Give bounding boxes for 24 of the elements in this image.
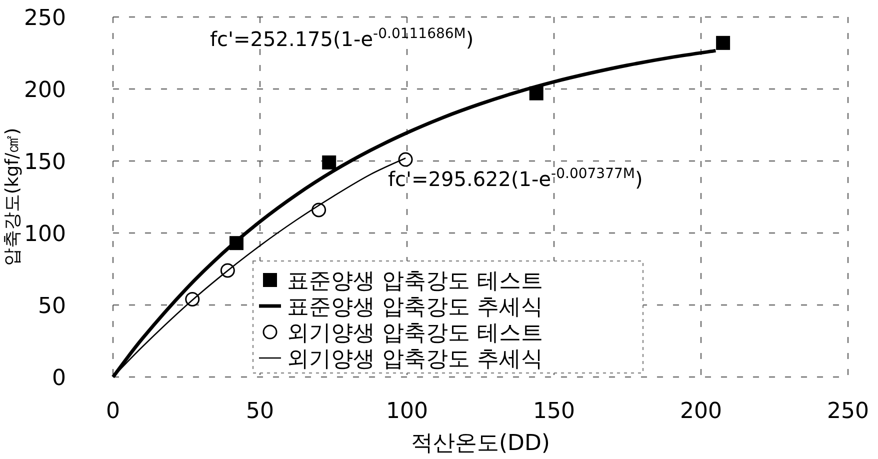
x-tick-label: 100 bbox=[386, 399, 428, 424]
x-tick-label: 150 bbox=[533, 399, 575, 424]
x-axis-title: 적산온도(DD) bbox=[410, 431, 550, 456]
y-tick-label: 0 bbox=[52, 366, 66, 391]
legend-label: 표준양생 압축강도 테스트 bbox=[287, 269, 543, 294]
annotation: fc'=252.175(1-e$^{-0.0111686M}$) bbox=[210, 26, 474, 51]
point bbox=[312, 202, 326, 218]
point bbox=[322, 155, 336, 170]
legend-label: 표준양생 압축강도 추세식 bbox=[287, 295, 543, 320]
legend-label: 외기양생 압축강도 추세식 bbox=[287, 347, 543, 372]
point bbox=[716, 36, 730, 50]
annotation: fc'=295.622(1-e$^{-0.007377M}$) bbox=[388, 166, 643, 191]
point bbox=[398, 152, 413, 167]
y-axis-title: 압축강도(kgf/㎠) bbox=[2, 128, 23, 266]
y-tick-label: 50 bbox=[38, 294, 66, 319]
y-tick-label: 250 bbox=[24, 6, 66, 31]
y-tick-label: 200 bbox=[24, 78, 66, 103]
x-tick-label: 0 bbox=[106, 399, 120, 424]
x-tick-label: 50 bbox=[246, 399, 274, 424]
y-tick-label: 150 bbox=[24, 150, 66, 175]
x-tick-label: 200 bbox=[680, 399, 722, 424]
y-tick-label: 100 bbox=[24, 222, 66, 247]
legend-label: 외기양생 압축강도 테스트 bbox=[287, 321, 543, 346]
x-tick-label: 250 bbox=[827, 399, 869, 424]
